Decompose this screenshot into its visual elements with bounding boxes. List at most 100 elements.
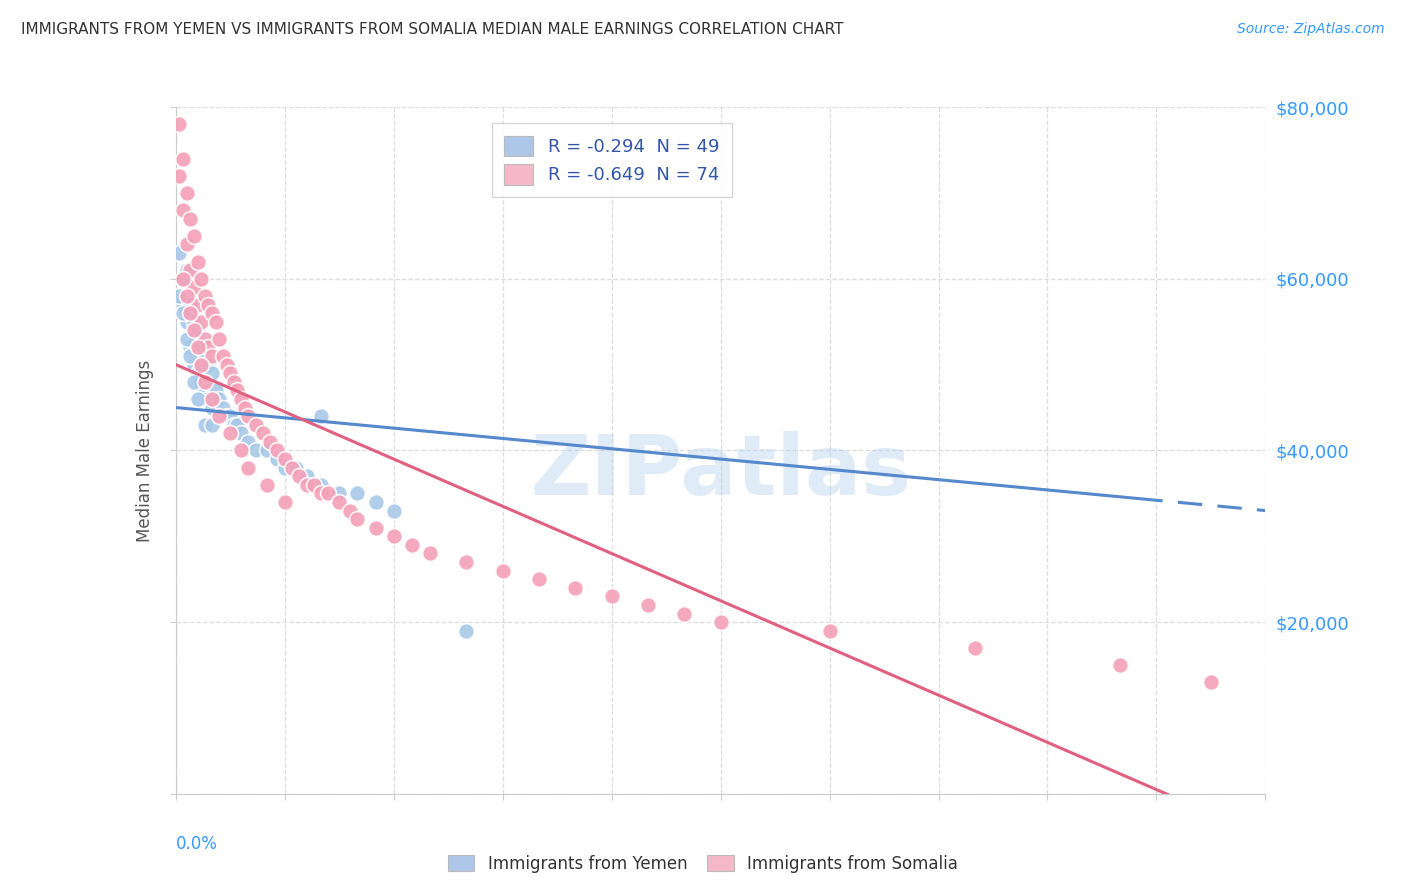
- Point: [197, 358, 219, 372]
- Point: [328, 486, 350, 500]
- Point: [183, 228, 205, 243]
- Point: [204, 315, 226, 329]
- Point: [179, 340, 201, 354]
- Text: IMMIGRANTS FROM YEMEN VS IMMIGRANTS FROM SOMALIA MEDIAN MALE EARNINGS CORRELATIO: IMMIGRANTS FROM YEMEN VS IMMIGRANTS FROM…: [21, 22, 844, 37]
- Point: [328, 495, 350, 509]
- Legend: Immigrants from Yemen, Immigrants from Somalia: Immigrants from Yemen, Immigrants from S…: [441, 848, 965, 880]
- Point: [219, 366, 242, 380]
- Point: [176, 332, 198, 346]
- Point: [259, 434, 281, 449]
- Point: [204, 384, 226, 398]
- Point: [208, 409, 231, 423]
- Point: [201, 306, 224, 320]
- Point: [176, 263, 198, 277]
- Point: [212, 349, 235, 363]
- Point: [197, 392, 219, 406]
- Point: [176, 237, 198, 252]
- Point: [212, 401, 235, 415]
- Point: [309, 478, 332, 492]
- Point: [346, 512, 368, 526]
- Point: [194, 332, 217, 346]
- Point: [179, 349, 201, 363]
- Point: [176, 315, 198, 329]
- Text: 0.0%: 0.0%: [176, 835, 218, 853]
- Point: [194, 289, 217, 303]
- Point: [245, 443, 267, 458]
- Point: [208, 332, 231, 346]
- Point: [186, 340, 209, 354]
- Point: [169, 246, 191, 260]
- Text: Source: ZipAtlas.com: Source: ZipAtlas.com: [1237, 22, 1385, 37]
- Point: [194, 384, 217, 398]
- Point: [600, 590, 623, 604]
- Point: [256, 478, 278, 492]
- Point: [176, 289, 198, 303]
- Point: [201, 392, 224, 406]
- Y-axis label: Median Male Earnings: Median Male Earnings: [136, 359, 155, 541]
- Point: [339, 503, 361, 517]
- Point: [197, 297, 219, 311]
- Point: [169, 289, 191, 303]
- Point: [226, 384, 249, 398]
- Point: [179, 263, 201, 277]
- Point: [172, 152, 194, 166]
- Text: ZIPatlas: ZIPatlas: [530, 431, 911, 512]
- Point: [194, 417, 217, 432]
- Point: [190, 271, 212, 285]
- Point: [226, 417, 249, 432]
- Legend: R = -0.294  N = 49, R = -0.649  N = 74: R = -0.294 N = 49, R = -0.649 N = 74: [492, 123, 731, 197]
- Point: [382, 529, 405, 543]
- Point: [215, 409, 238, 423]
- Point: [186, 254, 209, 268]
- Point: [266, 452, 288, 467]
- Point: [309, 409, 332, 423]
- Point: [1199, 675, 1222, 690]
- Point: [637, 598, 659, 612]
- Point: [231, 443, 253, 458]
- Point: [179, 297, 201, 311]
- Point: [302, 478, 325, 492]
- Point: [179, 306, 201, 320]
- Point: [456, 555, 478, 569]
- Point: [219, 409, 242, 423]
- Point: [208, 392, 231, 406]
- Point: [183, 375, 205, 389]
- Point: [201, 401, 224, 415]
- Point: [201, 366, 224, 380]
- Point: [238, 409, 260, 423]
- Point: [295, 469, 318, 483]
- Point: [284, 460, 307, 475]
- Point: [194, 349, 217, 363]
- Point: [186, 366, 209, 380]
- Point: [256, 443, 278, 458]
- Point: [252, 426, 274, 441]
- Point: [201, 417, 224, 432]
- Point: [233, 401, 256, 415]
- Point: [190, 340, 212, 354]
- Point: [231, 426, 253, 441]
- Point: [238, 434, 260, 449]
- Point: [266, 443, 288, 458]
- Point: [274, 460, 297, 475]
- Point: [172, 271, 194, 285]
- Point: [346, 486, 368, 500]
- Point: [183, 323, 205, 337]
- Point: [527, 572, 550, 586]
- Point: [818, 624, 841, 638]
- Point: [172, 297, 194, 311]
- Point: [172, 306, 194, 320]
- Point: [364, 521, 387, 535]
- Point: [963, 640, 986, 655]
- Point: [238, 460, 260, 475]
- Point: [183, 315, 205, 329]
- Point: [364, 495, 387, 509]
- Point: [419, 546, 441, 561]
- Point: [401, 538, 423, 552]
- Point: [318, 486, 340, 500]
- Point: [222, 375, 245, 389]
- Point: [673, 607, 696, 621]
- Point: [245, 417, 267, 432]
- Point: [222, 417, 245, 432]
- Point: [186, 392, 209, 406]
- Point: [201, 349, 224, 363]
